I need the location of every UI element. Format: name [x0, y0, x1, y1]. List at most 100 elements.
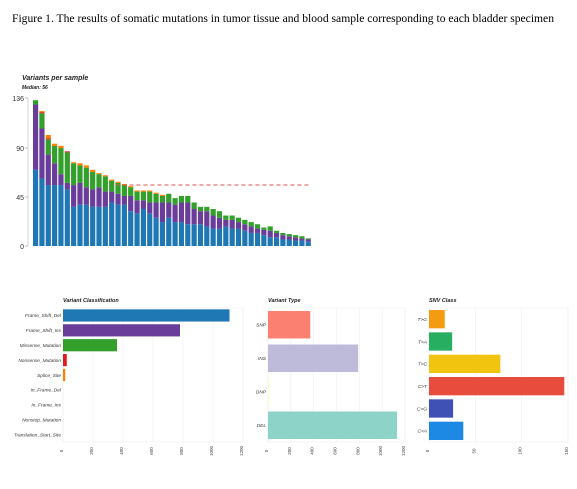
bar-segment-missense: [52, 145, 58, 164]
bar-segment-frame_shift_del: [83, 204, 89, 246]
x-tick-label: 1000: [378, 445, 383, 456]
bar-segment-frame_shift_ins: [52, 163, 58, 186]
x-tick-label: 0: [425, 449, 430, 452]
bar-segment-frame_shift_del: [191, 224, 197, 246]
bar-segment-frame_shift_ins: [77, 182, 83, 205]
bar-segment-frame_shift_del: [58, 185, 64, 246]
bar-segment-frame_shift_del: [39, 178, 45, 246]
bar-segment-splice: [102, 175, 108, 177]
bar: [63, 368, 66, 382]
bar-segment-splice: [96, 173, 102, 175]
bar-segment-frame_shift_ins: [254, 228, 261, 233]
bar-segment-frame_shift_ins: [64, 182, 70, 190]
x-tick-label: 200: [89, 447, 94, 455]
bar-segment-missense: [178, 195, 185, 203]
bar: [268, 344, 359, 372]
bar-segment-frame_shift_del: [77, 204, 83, 246]
bar-segment-missense: [204, 206, 210, 212]
bar-segment-frame_shift_del: [254, 232, 261, 246]
bar-segment-frame_shift_del: [273, 237, 280, 246]
category-label: C>T: [418, 384, 428, 390]
bar-segment-missense: [185, 195, 191, 203]
category-label: Missense_Mutation: [20, 343, 62, 349]
category-label: C>G: [417, 406, 427, 412]
bar-segment-frame_shift_del: [71, 206, 77, 246]
category-label: T>G: [418, 317, 428, 323]
y-tick-label: 136: [12, 96, 24, 103]
bar-segment-frame_shift_del: [178, 222, 185, 246]
bar-segment-frame_shift_del: [159, 222, 166, 246]
bar-segment-missense: [254, 224, 261, 229]
bar-segment-frame_shift_ins: [159, 202, 166, 223]
bar-segment-missense: [235, 217, 242, 223]
bar-segment-frame_shift_del: [185, 224, 191, 246]
bar-segment-splice: [134, 190, 140, 192]
bar: [268, 311, 311, 339]
bar: [429, 399, 454, 418]
bar-segment-missense: [216, 211, 223, 218]
bar-segment-frame_shift_del: [242, 230, 248, 246]
x-tick-label: 150: [564, 447, 569, 455]
bar-segment-splice: [83, 165, 89, 168]
bar: [63, 339, 117, 352]
bar-segment-frame_shift_ins: [83, 187, 89, 205]
bar: [63, 309, 230, 322]
bar-segment-frame_shift_ins: [261, 229, 267, 236]
bar-segment-splice: [77, 163, 83, 166]
bar-segment-splice: [109, 179, 115, 181]
bar-segment-missense: [64, 152, 70, 183]
bar-segment-frame_shift_ins: [147, 202, 153, 214]
bar-segment-frame_shift_del: [140, 209, 146, 246]
bar-segment-splice: [45, 135, 51, 139]
bar-segment-frame_shift_ins: [216, 217, 223, 229]
category-label: Frame_Shift_Ins: [26, 328, 62, 334]
bar-segment-splice: [121, 183, 127, 186]
bar-segment-frame_shift_del: [204, 226, 210, 246]
bar-segment-missense: [71, 163, 77, 186]
chart-title: Variants per sample: [22, 75, 88, 82]
category-label: T>A: [418, 339, 427, 345]
bar-segment-frame_shift_ins: [128, 195, 134, 212]
bar: [429, 354, 501, 373]
bar-segment-splice: [90, 169, 96, 172]
category-label: INS: [258, 356, 267, 362]
bar-segment-frame_shift_del: [280, 239, 286, 246]
bar-segment-frame_shift_ins: [191, 209, 197, 225]
bar-segment-missense: [39, 113, 45, 129]
category-label: Nonstop_Mutation: [22, 417, 61, 423]
bar-segment-frame_shift_del: [210, 228, 216, 246]
bar-segment-frame_shift_ins: [71, 185, 77, 207]
y-tick-label: 0: [20, 244, 24, 251]
bar-segment-missense: [248, 222, 254, 227]
bar-segment-frame_shift_del: [223, 226, 229, 246]
bar-segment-frame_shift_ins: [90, 189, 96, 207]
bar-segment-frame_shift_ins: [223, 219, 229, 227]
bar-segment-frame_shift_ins: [140, 200, 146, 209]
bar-segment-splice: [58, 145, 64, 149]
bar-segment-missense: [115, 182, 121, 194]
bar-segment-frame_shift_ins: [134, 200, 140, 214]
bar-segment-missense: [292, 235, 299, 238]
category-label: Frame_Shift_Del: [25, 313, 62, 319]
category-label: C>A: [418, 429, 427, 435]
bar-segment-frame_shift_ins: [33, 104, 39, 170]
bar-segment-splice: [71, 162, 77, 164]
x-tick-label: 400: [310, 447, 315, 455]
bar-segment-frame_shift_del: [172, 222, 178, 246]
bar-segment-missense: [77, 165, 83, 183]
bar-segment-frame_shift_ins: [280, 235, 286, 240]
bar-segment-frame_shift_ins: [292, 237, 299, 241]
bar-segment-frame_shift_del: [121, 204, 127, 246]
bar-segment-missense: [128, 187, 134, 196]
x-tick-label: 1200: [401, 445, 406, 456]
bar-segment-frame_shift_del: [128, 211, 134, 246]
bar-segment-frame_shift_del: [115, 204, 121, 246]
bar-segment-splice: [153, 192, 159, 194]
bar-segment-frame_shift_del: [147, 213, 153, 246]
bar-segment-missense: [121, 185, 127, 196]
bar-segment-frame_shift_ins: [305, 239, 311, 242]
bar-segment-missense: [109, 180, 115, 192]
bar-segment-splice: [52, 143, 58, 146]
bar-segment-frame_shift_ins: [210, 215, 216, 229]
